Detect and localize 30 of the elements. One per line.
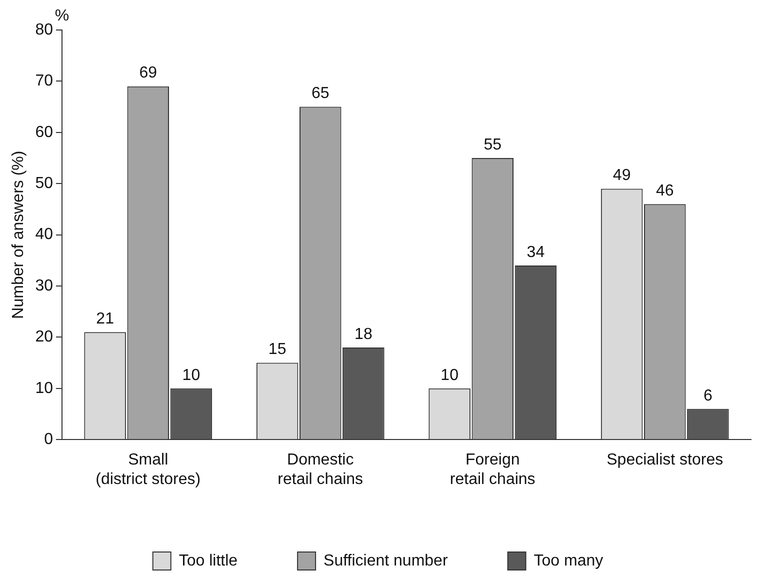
y-tick-label: 0 [44, 431, 54, 448]
data-label: 69 [139, 64, 158, 82]
data-label: 10 [182, 366, 200, 384]
data-label: 49 [612, 167, 631, 184]
x-tick-label: Foreign retail chains [450, 452, 536, 488]
y-tick-label: 40 [35, 226, 54, 244]
y-axis-title: Number of answers (%) [10, 150, 28, 319]
x-tick-label: Domestic retail chains [278, 452, 364, 488]
y-tick-label: 20 [35, 328, 54, 346]
y-tick-label: 50 [35, 175, 54, 192]
x-tick-label: Small (district stores) [96, 452, 201, 488]
y-tick-label: 60 [35, 124, 54, 141]
y-tick-label: 80 [35, 21, 54, 38]
legend-label: Too little [178, 552, 238, 570]
data-label: 46 [656, 182, 674, 200]
x-tick-label: Specialist stores [606, 452, 724, 469]
data-label: 21 [96, 310, 114, 328]
y-tick-label: 70 [35, 72, 54, 90]
data-label: 10 [440, 366, 459, 384]
data-label: 55 [484, 136, 502, 154]
legend-label: Sufficient number [324, 552, 448, 570]
legend-label: Too many [534, 552, 604, 570]
data-label: 15 [268, 341, 286, 358]
text: % [54, 7, 70, 24]
y-tick-label: 10 [35, 380, 54, 397]
data-label: 18 [354, 326, 372, 343]
data-label: 6 [703, 387, 712, 404]
data-label: 65 [311, 85, 330, 102]
y-tick-label: 30 [35, 277, 54, 294]
data-label: 34 [526, 244, 545, 261]
